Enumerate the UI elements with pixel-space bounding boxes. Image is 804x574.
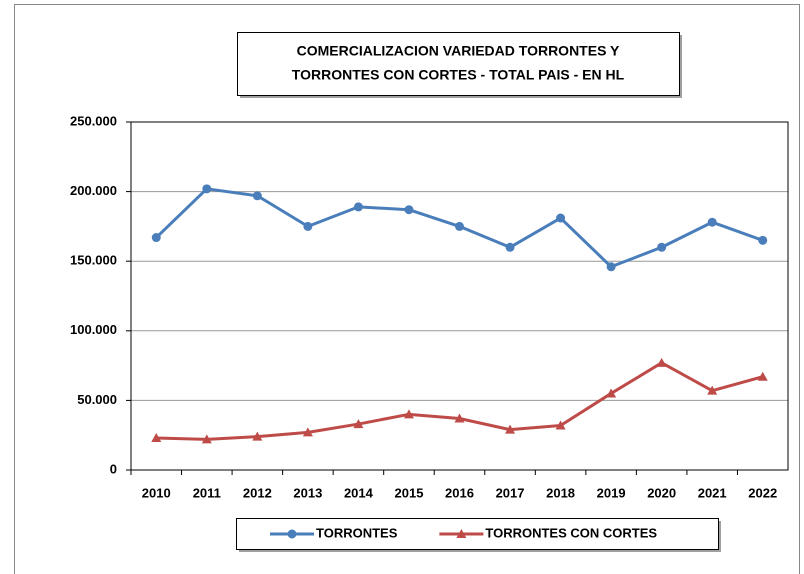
y-tick-label: 150.000 [70, 253, 117, 268]
data-point [757, 371, 768, 381]
x-tick-label: 2013 [293, 485, 322, 500]
data-point [303, 221, 313, 231]
y-tick-label: 0 [110, 461, 117, 476]
data-point [606, 388, 617, 398]
data-point [758, 235, 768, 245]
legend-marker [456, 529, 467, 538]
plot-area [131, 122, 788, 470]
data-point [455, 221, 464, 231]
data-point [403, 409, 414, 419]
x-tick-label: 2019 [597, 485, 626, 500]
y-tick-label: 250.000 [70, 113, 117, 128]
data-point [302, 427, 313, 437]
data-point [707, 217, 717, 227]
legend-label: TORRONTES CON CORTES [485, 525, 657, 540]
x-tick-label: 2012 [243, 485, 272, 500]
data-point [201, 434, 212, 444]
legend-label: TORRONTES [316, 525, 398, 540]
legend-marker [287, 529, 297, 539]
data-point [505, 242, 515, 252]
data-point [657, 242, 667, 252]
data-point [151, 233, 161, 243]
x-tick-label: 2010 [142, 485, 171, 500]
data-point [151, 432, 162, 442]
data-point [505, 424, 516, 434]
chart-title: COMERCIALIZACION VARIEDAD TORRONTES Y [297, 43, 620, 59]
data-point [454, 413, 465, 423]
data-point [252, 431, 263, 441]
data-point [555, 420, 566, 430]
y-tick-label: 100.000 [70, 322, 117, 337]
data-point [656, 357, 667, 367]
x-tick-label: 2020 [647, 485, 676, 500]
data-point [707, 385, 718, 395]
data-point [606, 262, 616, 272]
data-point [556, 213, 566, 223]
x-tick-label: 2011 [193, 485, 221, 500]
data-point [252, 191, 262, 201]
x-tick-label: 2015 [395, 485, 424, 500]
title-box [237, 32, 680, 96]
data-point [202, 184, 212, 194]
data-point [353, 202, 363, 212]
y-tick-label: 50.000 [77, 392, 117, 407]
x-tick-label: 2016 [445, 485, 474, 500]
x-tick-label: 2021 [698, 485, 727, 500]
chart-title: TORRONTES CON CORTES - TOTAL PAIS - EN H… [292, 67, 625, 83]
x-tick-label: 2018 [546, 485, 575, 500]
x-tick-label: 2014 [344, 485, 374, 500]
x-tick-label: 2017 [496, 485, 525, 500]
plot-border [130, 121, 789, 471]
data-point [353, 419, 364, 429]
y-tick-label: 200.000 [70, 183, 117, 198]
data-point [404, 205, 414, 215]
x-tick-label: 2022 [748, 485, 777, 500]
